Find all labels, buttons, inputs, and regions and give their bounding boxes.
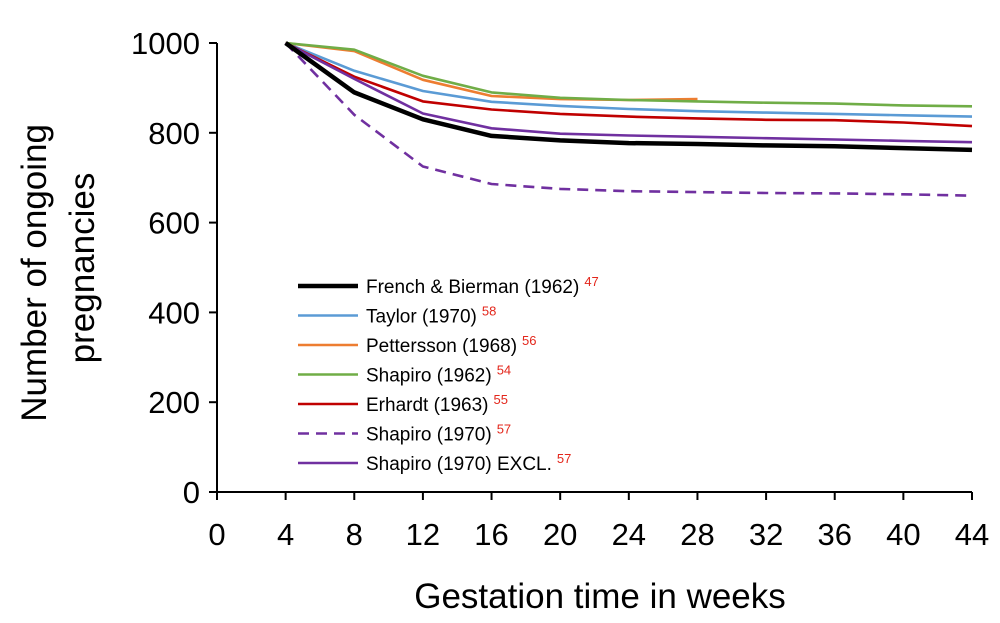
y-tick-label: 800 (148, 116, 200, 151)
series-line-taylor-1970 (285, 41, 973, 118)
x-tick-label: 32 (749, 517, 783, 552)
legend: French & Bierman (1962) 47 Taylor (1970) 58… (298, 274, 599, 475)
series-lines (284, 41, 973, 197)
y-tick-label: 200 (148, 385, 200, 420)
legend-series-name: Pettersson (1968) (366, 336, 517, 357)
y-tick-label: 1000 (131, 26, 200, 61)
legend-label: Shapiro (1970) EXCL. 57 (366, 451, 571, 475)
x-tick-label: 44 (955, 517, 989, 552)
legend-label: French & Bierman (1962) 47 (366, 274, 599, 298)
x-tick-label: 20 (543, 517, 577, 552)
y-tick-label: 400 (148, 295, 200, 330)
legend-series-name: French & Bierman (1962) (366, 277, 579, 298)
y-tick-label: 600 (148, 206, 200, 241)
legend-reference-number: 56 (522, 333, 536, 348)
x-tick-label: 12 (406, 517, 440, 552)
legend-label: Taylor (1970) 58 (366, 304, 496, 328)
legend-series-name: Taylor (1970) (366, 307, 477, 328)
y-axis-ticks: 0 200 400 600 800 1000 (131, 26, 217, 510)
series-line-french-bierman-1962 (284, 41, 973, 153)
x-tick-label: 16 (474, 517, 508, 552)
x-axis-ticks: 0 4 8 12 16 20 24 28 32 36 40 44 (208, 492, 989, 552)
legend-reference-number: 57 (497, 422, 511, 437)
series-line-erhardt-1963 (285, 41, 973, 128)
axes (216, 43, 972, 493)
series-line-shapiro-1962 (285, 41, 973, 108)
series-line-shapiro-1970-excl (284, 41, 973, 144)
x-tick-label: 0 (208, 517, 225, 552)
legend-series-name: Shapiro (1970) (366, 425, 492, 446)
legend-reference-number: 47 (584, 274, 598, 289)
legend-series-name: Erhardt (1963) (366, 395, 489, 416)
y-tick-label: 0 (183, 475, 200, 510)
legend-series-name: Shapiro (1970) EXCL. (366, 454, 552, 475)
series-line-shapiro-1970 (284, 42, 973, 197)
legend-label: Erhardt (1963) 55 (366, 392, 508, 416)
y-axis-title-line-1: Number of ongoing (15, 124, 54, 422)
legend-reference-number: 54 (497, 363, 511, 378)
legend-series-name: Shapiro (1962) (366, 366, 492, 387)
x-tick-label: 36 (817, 517, 851, 552)
x-tick-label: 24 (612, 517, 646, 552)
legend-label: Pettersson (1968) 56 (366, 333, 537, 357)
x-tick-label: 8 (346, 517, 363, 552)
legend-label: Shapiro (1962) 54 (366, 363, 511, 387)
legend-reference-number: 58 (482, 304, 496, 319)
y-axis-title-line-2: pregnancies (63, 173, 102, 364)
x-tick-label: 28 (680, 517, 714, 552)
y-axis-title: Number of ongoing pregnancies (15, 114, 102, 421)
legend-reference-number: 55 (494, 392, 508, 407)
x-tick-label: 40 (886, 517, 920, 552)
x-axis-title: Gestation time in weeks (414, 577, 786, 616)
x-tick-label: 4 (277, 517, 294, 552)
legend-label: Shapiro (1970) 57 (366, 422, 511, 446)
legend-reference-number: 57 (557, 451, 571, 466)
